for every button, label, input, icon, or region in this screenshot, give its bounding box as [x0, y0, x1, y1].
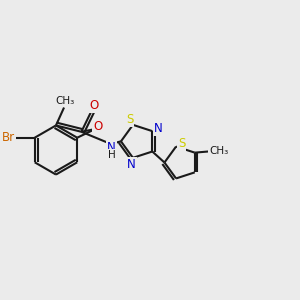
Text: Br: Br [2, 131, 15, 144]
Text: N: N [127, 158, 136, 171]
Text: O: O [93, 120, 103, 133]
Text: CH₃: CH₃ [209, 146, 228, 156]
Text: N: N [107, 142, 116, 154]
Text: S: S [178, 136, 185, 150]
Text: H: H [108, 150, 116, 160]
Text: CH₃: CH₃ [55, 96, 74, 106]
Text: N: N [154, 122, 163, 135]
Text: S: S [126, 113, 133, 126]
Text: O: O [89, 99, 98, 112]
